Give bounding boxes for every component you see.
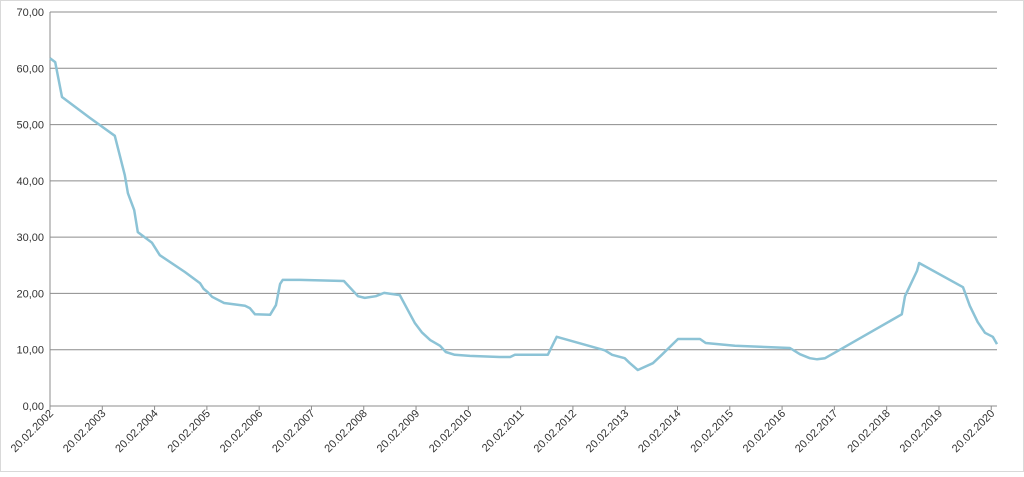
y-tick-label: 20,00 <box>16 288 44 300</box>
y-tick-label: 50,00 <box>16 120 44 132</box>
y-tick-label: 30,00 <box>16 232 44 244</box>
y-tick-label: 10,00 <box>16 345 44 357</box>
y-tick-label: 0,00 <box>23 401 44 413</box>
y-tick-label: 40,00 <box>16 176 44 188</box>
y-tick-label: 70,00 <box>16 7 44 19</box>
line-series <box>49 57 999 372</box>
y-tick-label: 60,00 <box>16 63 44 75</box>
